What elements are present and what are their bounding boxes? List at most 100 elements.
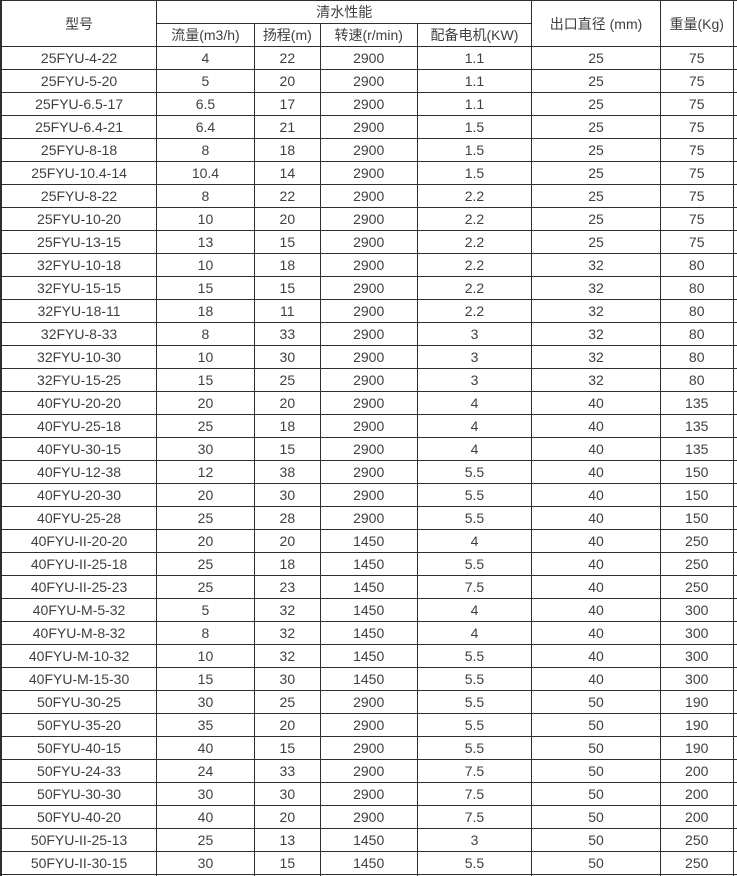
- cell-outlet: 25: [531, 230, 661, 254]
- cell-model: 40FYU-12-38: [0, 460, 158, 484]
- cell-flow: 8: [156, 184, 255, 208]
- cell-weight: 80: [659, 322, 734, 346]
- cell-motor: 7.5: [416, 782, 533, 806]
- header-outlet-diameter: 出口直径 (mm): [531, 0, 661, 47]
- cell-sliver: [732, 483, 737, 507]
- cell-model: 40FYU-30-15: [0, 437, 158, 461]
- cell-flow: 15: [156, 368, 255, 392]
- cell-outlet: 32: [531, 253, 661, 277]
- cell-head: 33: [253, 322, 321, 346]
- cell-speed: 2900: [319, 184, 418, 208]
- header-sliver: [732, 0, 737, 47]
- table-row: 40FYU-20-20 20 20 2900 4 40 135: [0, 391, 737, 415]
- cell-flow: 15: [156, 276, 255, 300]
- cell-motor: 4: [416, 529, 533, 553]
- cell-head: 15: [253, 437, 321, 461]
- cell-outlet: 50: [531, 690, 661, 714]
- table-row: 40FYU-25-18 25 18 2900 4 40 135: [0, 414, 737, 438]
- cell-speed: 2900: [319, 138, 418, 162]
- cell-model: 25FYU-4-22: [0, 46, 158, 70]
- cell-flow: 5: [156, 598, 255, 622]
- cell-head: 33: [253, 759, 321, 783]
- table-row: 25FYU-8-22 8 22 2900 2.2 25 75: [0, 184, 737, 208]
- cell-model: 25FYU-10-20: [0, 207, 158, 231]
- cell-head: 22: [253, 46, 321, 70]
- cell-sliver: [732, 621, 737, 645]
- cell-speed: 2900: [319, 391, 418, 415]
- cell-outlet: 50: [531, 828, 661, 852]
- cell-motor: 5.5: [416, 460, 533, 484]
- cell-flow: 25: [156, 828, 255, 852]
- cell-outlet: 40: [531, 621, 661, 645]
- cell-weight: 75: [659, 207, 734, 231]
- cell-motor: 4: [416, 437, 533, 461]
- cell-outlet: 25: [531, 69, 661, 93]
- cell-head: 38: [253, 460, 321, 484]
- table-row: 50FYU-40-15 40 15 2900 5.5 50 190: [0, 736, 737, 760]
- cell-speed: 1450: [319, 575, 418, 599]
- cell-sliver: [732, 851, 737, 875]
- cell-outlet: 25: [531, 161, 661, 185]
- cell-speed: 2900: [319, 69, 418, 93]
- header-row-2: 流量(m3/h) 扬程(m) 转速(r/min) 配备电机(KW): [1, 23, 737, 47]
- cell-sliver: [732, 115, 737, 139]
- cell-outlet: 32: [531, 322, 661, 346]
- cell-model: 32FYU-8-33: [0, 322, 158, 346]
- cell-sliver: [732, 345, 737, 369]
- cell-motor: 2.2: [416, 276, 533, 300]
- cell-motor: 7.5: [416, 805, 533, 829]
- cell-head: 20: [253, 529, 321, 553]
- cell-head: 30: [253, 667, 321, 691]
- cell-model: 25FYU-5-20: [0, 69, 158, 93]
- table-header: 型号 清水性能 出口直径 (mm) 重量(Kg) 流量(m3/h) 扬程(m) …: [0, 0, 737, 47]
- cell-head: 18: [253, 253, 321, 277]
- cell-speed: 2900: [319, 207, 418, 231]
- table-row: 32FYU-10-18 10 18 2900 2.2 32 80: [0, 253, 737, 277]
- table-row: 50FYU-30-25 30 25 2900 5.5 50 190: [0, 690, 737, 714]
- cell-flow: 20: [156, 529, 255, 553]
- cell-sliver: [732, 437, 737, 461]
- cell-model: 50FYU-24-33: [0, 759, 158, 783]
- cell-speed: 2900: [319, 713, 418, 737]
- table-row: 40FYU-M-5-32 5 32 1450 4 40 300: [0, 598, 737, 622]
- cell-motor: 4: [416, 414, 533, 438]
- cell-model: 25FYU-8-22: [0, 184, 158, 208]
- cell-head: 15: [253, 230, 321, 254]
- cell-outlet: 50: [531, 805, 661, 829]
- cell-sliver: [732, 322, 737, 346]
- cell-weight: 300: [659, 667, 734, 691]
- cell-motor: 4: [416, 621, 533, 645]
- cell-head: 30: [253, 782, 321, 806]
- cell-speed: 2900: [319, 345, 418, 369]
- cell-model: 40FYU-25-28: [0, 506, 158, 530]
- cell-model: 40FYU-20-20: [0, 391, 158, 415]
- table-row: 50FYU-II-30-15 30 15 1450 5.5 50 250: [0, 851, 737, 875]
- cell-model: 40FYU-25-18: [0, 414, 158, 438]
- cell-motor: 2.2: [416, 184, 533, 208]
- table-row: 25FYU-6.5-17 6.5 17 2900 1.1 25 75: [0, 92, 737, 116]
- cell-head: 15: [253, 276, 321, 300]
- table-row: 40FYU-M-8-32 8 32 1450 4 40 300: [0, 621, 737, 645]
- cell-sliver: [732, 667, 737, 691]
- cell-head: 17: [253, 92, 321, 116]
- table-row: 25FYU-10.4-14 10.4 14 2900 1.5 25 75: [0, 161, 737, 185]
- cell-speed: 2900: [319, 230, 418, 254]
- cell-speed: 1450: [319, 851, 418, 875]
- cell-weight: 80: [659, 299, 734, 323]
- cell-head: 18: [253, 138, 321, 162]
- table-row: 40FYU-II-25-23 25 23 1450 7.5 40 250: [0, 575, 737, 599]
- cell-outlet: 40: [531, 391, 661, 415]
- cell-flow: 30: [156, 437, 255, 461]
- cell-model: 32FYU-15-15: [0, 276, 158, 300]
- cell-sliver: [732, 92, 737, 116]
- cell-head: 15: [253, 736, 321, 760]
- cell-flow: 4: [156, 46, 255, 70]
- cell-weight: 75: [659, 115, 734, 139]
- cell-motor: 2.2: [416, 207, 533, 231]
- cell-weight: 75: [659, 92, 734, 116]
- cell-speed: 2900: [319, 253, 418, 277]
- cell-flow: 25: [156, 552, 255, 576]
- cell-outlet: 25: [531, 92, 661, 116]
- table-row: 40FYU-II-20-20 20 20 1450 4 40 250: [0, 529, 737, 553]
